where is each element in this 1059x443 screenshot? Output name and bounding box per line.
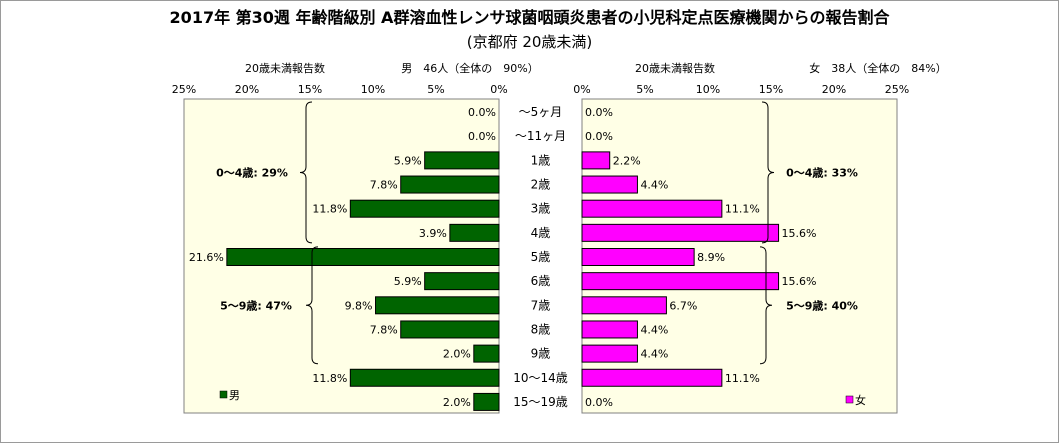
male-axis-title: 20歳未満報告数	[245, 62, 325, 75]
male-x-tick-label: 15%	[298, 83, 322, 96]
male-summary: 男 46人（全体の 90%）	[401, 61, 538, 75]
female-x-tick-label: 15%	[759, 83, 783, 96]
category-label: 10～14歳	[513, 371, 568, 385]
female-data-label: 4.4%	[640, 179, 668, 192]
male-bracket-0-4	[299, 101, 313, 244]
female-data-label: 15.6%	[782, 227, 817, 240]
female-axis-title: 20歳未満報告数	[635, 62, 715, 75]
female-bracket-5-9	[759, 246, 773, 365]
category-label: 8歳	[531, 322, 551, 336]
female-x-tick-label: 5%	[636, 83, 653, 96]
female-bar	[581, 344, 638, 363]
male-bar	[449, 223, 500, 242]
female-bar	[581, 248, 695, 266]
male-x-tick-label: 0%	[490, 83, 507, 96]
category-label: 15～19歳	[513, 395, 568, 409]
female-data-label: 4.4%	[640, 323, 668, 336]
male-data-label: 11.8%	[312, 203, 347, 216]
female-summary: 女 38人（全体の 84%）	[809, 61, 946, 75]
male-data-label: 9.8%	[345, 299, 373, 312]
category-label: 6歳	[531, 274, 551, 288]
chart-subtitle: (京都府 20歳未満)	[466, 33, 593, 51]
male-data-label: 5.9%	[394, 275, 422, 288]
female-legend-swatch	[845, 395, 854, 404]
male-data-label: 21.6%	[189, 251, 224, 264]
category-label: ～5ヶ月	[519, 105, 563, 119]
female-data-label: 0.0%	[585, 106, 613, 119]
category-label: 5歳	[531, 250, 551, 264]
male-x-tick-label: 10%	[361, 83, 385, 96]
male-data-label: 2.0%	[443, 396, 471, 409]
female-bracket-label: 5～9歳: 40%	[786, 298, 858, 312]
chart-title: 2017年 第30週 年齢階級別 A群溶血性レンサ球菌咽頭炎患者の小児科定点医療…	[169, 8, 890, 27]
category-label: 9歳	[531, 347, 551, 361]
male-legend-swatch	[219, 390, 228, 399]
male-x-tick-label: 25%	[172, 83, 196, 96]
male-bar	[349, 199, 500, 218]
female-bar	[581, 272, 780, 291]
male-x-tick-label: 5%	[427, 83, 444, 96]
female-bracket-label: 0～4歳: 33%	[786, 165, 858, 179]
male-data-label: 0.0%	[468, 106, 496, 119]
female-bar	[581, 199, 723, 218]
male-data-label: 0.0%	[468, 130, 496, 143]
female-bar	[581, 223, 780, 242]
male-data-label: 2.0%	[443, 348, 471, 361]
female-x-tick-label: 0%	[573, 83, 590, 96]
female-data-label: 0.0%	[585, 396, 613, 409]
female-bar	[581, 175, 638, 194]
female-bar	[581, 320, 638, 339]
female-data-label: 4.4%	[640, 348, 668, 361]
female-data-label: 2.2%	[613, 154, 641, 167]
category-label: 7歳	[531, 298, 551, 312]
male-bracket-5-9	[305, 246, 319, 365]
male-data-label: 7.8%	[370, 323, 398, 336]
category-label: 4歳	[531, 226, 551, 240]
male-bar	[226, 248, 500, 266]
female-x-tick-label: 25%	[885, 83, 909, 96]
female-data-label: 15.6%	[782, 275, 817, 288]
male-data-label: 5.9%	[394, 154, 422, 167]
category-label: ～11ヶ月	[515, 129, 566, 143]
male-bar	[473, 392, 500, 411]
female-bracket-0-4	[761, 101, 775, 244]
male-x-tick-label: 20%	[235, 83, 259, 96]
category-label: 3歳	[531, 202, 551, 216]
category-label: 2歳	[531, 178, 551, 192]
male-legend-label: 男	[229, 389, 240, 402]
male-data-label: 11.8%	[312, 372, 347, 385]
female-bar	[581, 151, 611, 170]
male-bar	[424, 272, 500, 291]
male-bar	[400, 320, 500, 339]
male-bracket-label: 0～4歳: 29%	[216, 165, 288, 179]
male-bracket-label: 5～9歳: 47%	[220, 298, 292, 312]
female-data-label: 6.7%	[669, 299, 697, 312]
female-bar	[581, 296, 667, 315]
category-label: 1歳	[531, 153, 551, 167]
male-bar	[473, 344, 500, 363]
male-bar	[424, 151, 500, 170]
female-data-label: 8.9%	[697, 251, 725, 264]
female-data-label: 11.1%	[725, 203, 760, 216]
male-bar	[400, 175, 500, 194]
female-x-tick-label: 10%	[696, 83, 720, 96]
female-data-label: 0.0%	[585, 130, 613, 143]
male-data-label: 7.8%	[370, 179, 398, 192]
female-data-label: 11.1%	[725, 372, 760, 385]
female-legend-label: 女	[855, 393, 866, 407]
male-bar	[375, 296, 500, 315]
female-bar	[581, 368, 723, 387]
female-x-tick-label: 20%	[822, 83, 846, 96]
male-bar	[349, 368, 500, 387]
male-data-label: 3.9%	[419, 227, 447, 240]
